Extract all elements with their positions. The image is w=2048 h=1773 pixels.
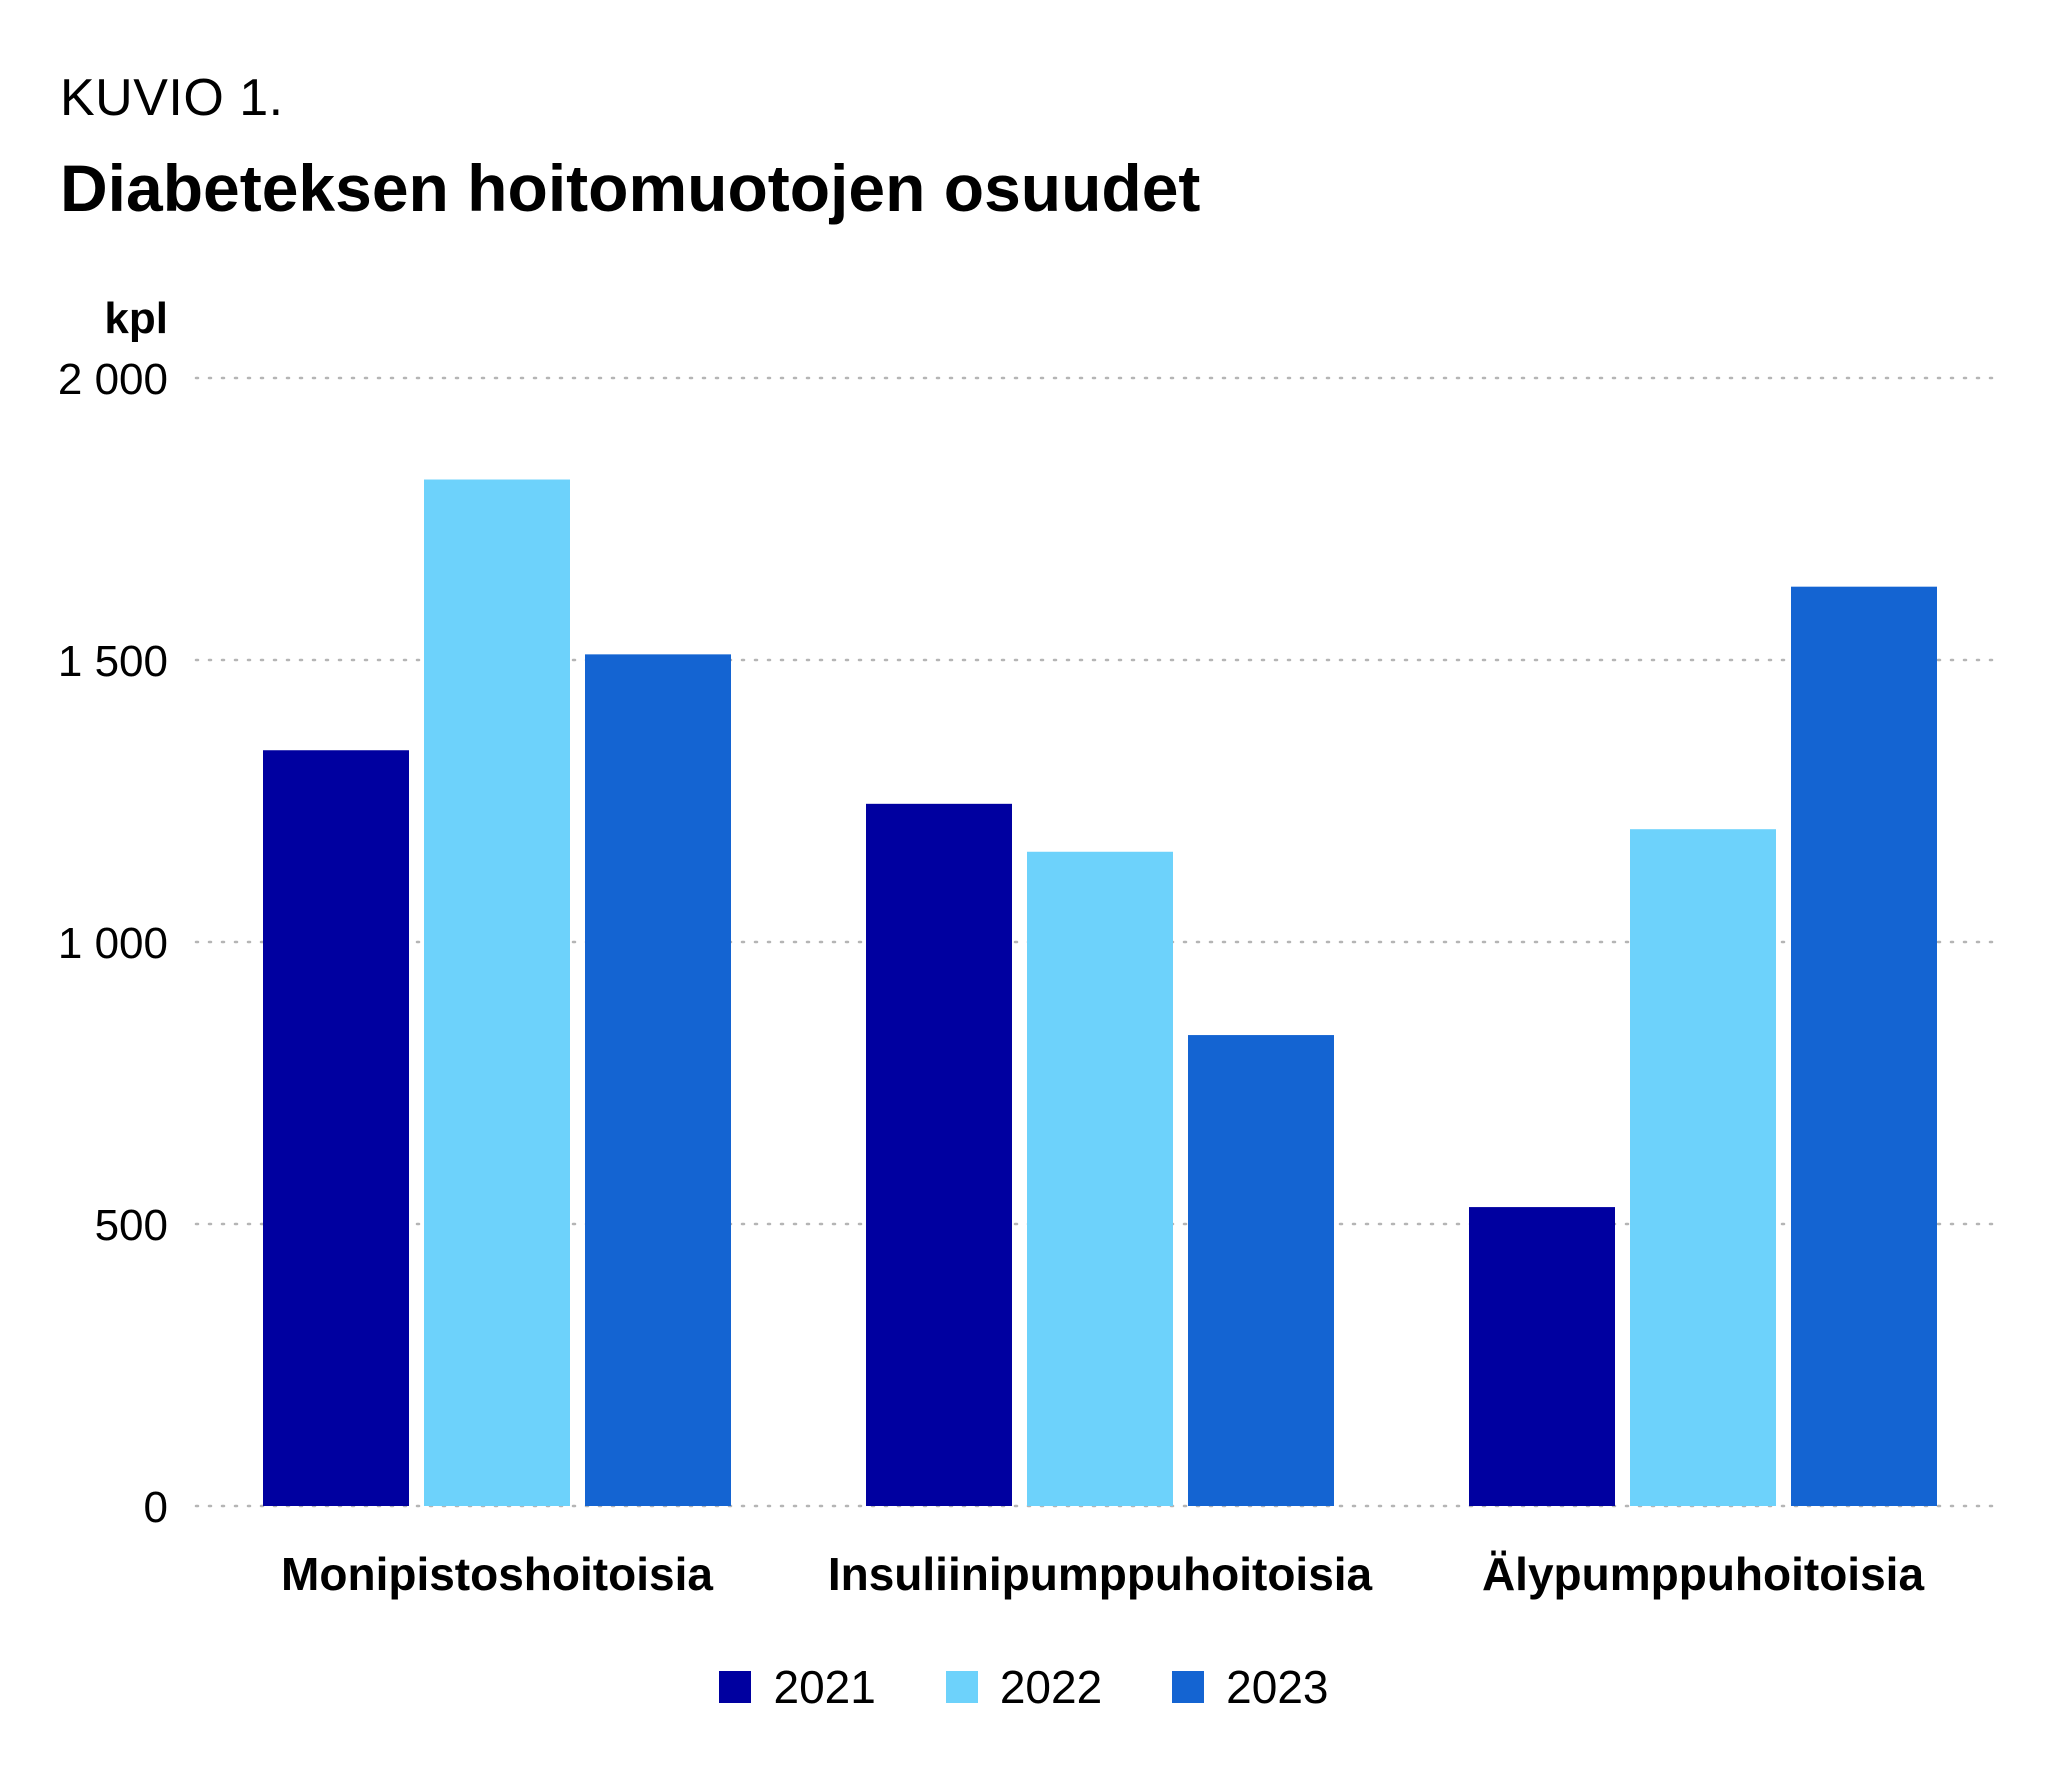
y-tick-label: 0 <box>144 1483 168 1532</box>
y-axis-tick-labels: 0 500 1 000 1 500 2 000 <box>58 355 168 1532</box>
x-axis-category-labels: Monipistoshoitoisia Insuliinipumppuhoitoi… <box>281 1548 1924 1600</box>
legend-swatch <box>719 1671 752 1703</box>
bar-2022 <box>424 479 570 1506</box>
bar-2023 <box>1791 586 1937 1506</box>
legend: 2021 2022 2023 <box>0 1660 2048 1714</box>
bars <box>263 479 1937 1506</box>
legend-label: 2022 <box>999 1661 1103 1713</box>
x-category-label: Insuliinipumppuhoitoisia <box>828 1548 1373 1600</box>
legend-swatch <box>945 1671 978 1703</box>
bar-2023 <box>585 654 731 1506</box>
legend-item: 2021 <box>719 1660 876 1714</box>
legend-label: 2023 <box>1226 1661 1329 1713</box>
legend-item: 2023 <box>1172 1660 1329 1714</box>
legend-item: 2022 <box>945 1660 1103 1714</box>
legend-label: 2021 <box>773 1661 876 1713</box>
bar-2021 <box>866 803 1012 1506</box>
figure-label: KUVIO 1. <box>60 69 284 127</box>
x-category-label: Älypumppuhoitoisia <box>1482 1548 1925 1600</box>
bar-chart: 0 500 1 000 1 500 2 000 kpl Monipistoshoitoi… <box>58 294 2002 1600</box>
y-tick-label: 500 <box>95 1201 168 1250</box>
bar-2022 <box>1027 851 1173 1506</box>
y-tick-label: 2 000 <box>58 355 168 404</box>
y-tick-label: 1 000 <box>58 919 168 968</box>
bar-2021 <box>1469 1207 1615 1506</box>
bar-2022 <box>1630 829 1776 1506</box>
x-category-label: Monipistoshoitoisia <box>281 1548 713 1600</box>
legend-swatch <box>1172 1671 1205 1703</box>
y-tick-label: 1 500 <box>58 637 168 686</box>
bar-2023 <box>1188 1035 1334 1506</box>
bar-2021 <box>263 750 409 1506</box>
y-axis-unit-label: kpl <box>104 294 168 343</box>
chart-title: Diabeteksen hoitomuotojen osuudet <box>60 151 1201 225</box>
